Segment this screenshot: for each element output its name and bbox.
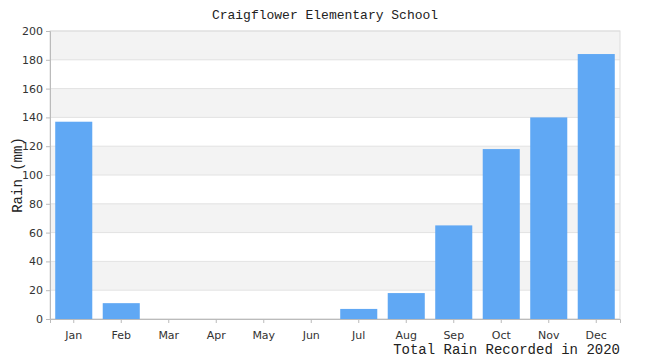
bar	[55, 122, 92, 319]
y-tick: 40	[29, 255, 50, 268]
x-tick-label: Oct	[492, 329, 512, 342]
y-tick-mark	[46, 175, 50, 176]
y-tick-label: 160	[22, 83, 43, 96]
y-axis-title: Rain (mm)	[10, 137, 26, 213]
bar	[293, 319, 330, 320]
x-axis-title: Total Rain Recorded in 2020	[393, 342, 620, 358]
x-tick-mark	[121, 319, 122, 323]
x-tick: Nov	[538, 319, 560, 342]
y-axis: 0 20 40 60 80 100 120 140 160 180 200	[22, 25, 51, 326]
x-tick: Aug	[396, 319, 417, 342]
x-tick: Jan	[64, 319, 82, 342]
y-tick-mark	[46, 89, 50, 90]
bar	[388, 293, 425, 319]
y-tick-mark	[46, 31, 50, 32]
y-tick: 100	[22, 169, 50, 182]
x-tick-label: Sep	[443, 329, 464, 342]
bars	[55, 54, 615, 319]
grid-lines	[50, 31, 620, 319]
x-tick-mark	[548, 319, 549, 323]
y-tick: 80	[29, 198, 50, 211]
bar	[530, 117, 567, 319]
grid-band	[50, 89, 620, 118]
x-tick: Jun	[302, 319, 320, 342]
y-tick-label: 180	[22, 54, 43, 67]
x-tick-mark	[501, 319, 502, 323]
x-tick-label: Dec	[586, 329, 607, 342]
bar	[245, 319, 282, 320]
title: Craigflower Elementary School	[212, 8, 438, 23]
y-tick-mark	[46, 60, 50, 61]
x-tick-mark	[596, 319, 597, 323]
bar	[198, 319, 235, 320]
y-tick-label: 80	[29, 198, 43, 211]
y-tick-label: 0	[36, 313, 43, 326]
bar	[435, 225, 472, 319]
x-tick: Jul	[351, 319, 365, 342]
bar	[150, 319, 187, 320]
x-tick: Mar	[158, 319, 179, 342]
y-tick-label: 140	[22, 111, 43, 124]
y-tick-mark	[46, 290, 50, 291]
y-tick: 120	[22, 140, 50, 153]
y-tick-label: 20	[29, 284, 43, 297]
x-axis-line	[51, 320, 621, 324]
x-tick-label: Jun	[302, 329, 320, 342]
y-axis-line	[46, 32, 51, 320]
x-tick-mark	[453, 319, 454, 323]
x-tick-mark	[406, 319, 407, 323]
x-tick: Oct	[492, 319, 512, 342]
y-tick: 180	[22, 54, 50, 67]
y-tick-mark	[46, 233, 50, 234]
grid-line	[50, 59, 620, 60]
y-tick: 60	[29, 227, 50, 240]
x-tick: Sep	[443, 319, 464, 342]
bar	[103, 303, 140, 319]
x-tick: Apr	[207, 319, 227, 342]
x-tick-mark	[168, 319, 169, 323]
x-tick-label: May	[252, 329, 275, 342]
x-tick-label: Feb	[112, 329, 131, 342]
y-tick-mark	[46, 204, 50, 205]
plot: 0 20 40 60 80 100 120 140 160 180 200 Jan Feb Mar Apr M…	[22, 25, 621, 342]
x-axis: Jan Feb Mar Apr May Jun Jul Aug Sep Oct Nov Dec	[51, 319, 621, 342]
y-tick-label: 40	[29, 255, 43, 268]
grid-line	[50, 88, 620, 89]
grid-band	[50, 31, 620, 60]
y-tick: 20	[29, 284, 50, 297]
x-tick-mark	[358, 319, 359, 323]
bar	[483, 149, 520, 319]
y-tick-label: 200	[22, 25, 43, 38]
y-tick: 0	[36, 313, 50, 326]
x-tick-label: Apr	[207, 329, 227, 342]
y-tick-mark	[46, 117, 50, 118]
x-tick-label: Nov	[538, 329, 560, 342]
y-tick-mark	[46, 261, 50, 262]
x-tick-mark	[263, 319, 264, 323]
y-tick: 200	[22, 25, 50, 38]
chart: 0 20 40 60 80 100 120 140 160 180 200 Jan Feb Mar Apr M…	[0, 0, 650, 360]
plot-frame	[50, 31, 620, 319]
x-tick: Feb	[112, 319, 131, 342]
x-tick-mark	[311, 319, 312, 323]
x-tick-mark	[73, 319, 74, 323]
y-tick: 140	[22, 111, 50, 124]
y-tick-label: 60	[29, 227, 43, 240]
x-tick-label: Jan	[64, 329, 82, 342]
y-tick: 160	[22, 83, 50, 96]
bar	[578, 54, 615, 319]
x-tick-label: Aug	[396, 329, 417, 342]
x-tick-mark	[216, 319, 217, 323]
y-tick-mark	[46, 146, 50, 147]
y-tick-mark	[46, 319, 50, 320]
x-tick-label: Mar	[158, 329, 179, 342]
bar	[340, 309, 377, 319]
x-tick: Dec	[586, 319, 607, 342]
x-tick-label: Jul	[351, 329, 365, 342]
x-tick: May	[252, 319, 275, 342]
